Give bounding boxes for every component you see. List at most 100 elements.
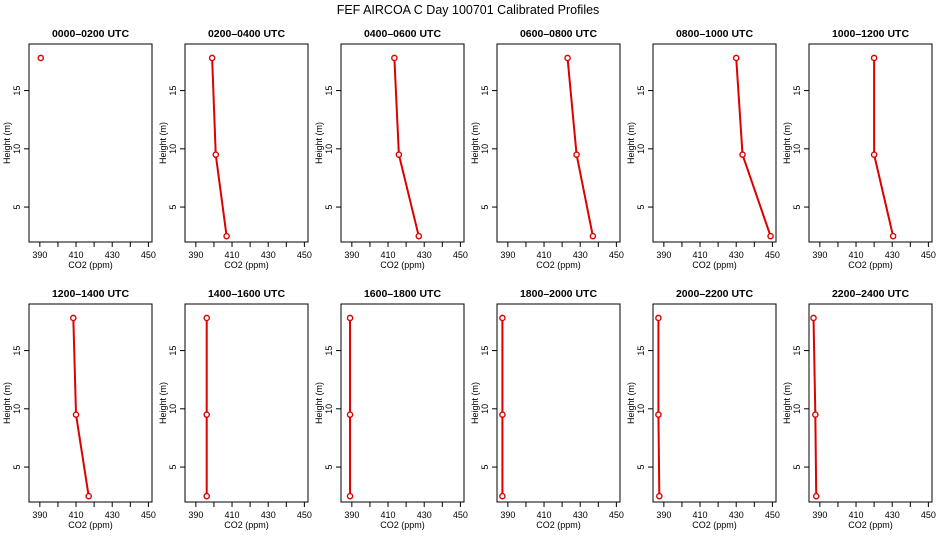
x-tick-label: 430 bbox=[261, 510, 276, 520]
panel: 1600–1800 UTC 390 410 430 450 CO2 (ppm) 5 10 15 H… bbox=[314, 288, 468, 530]
x-tick-label: 410 bbox=[693, 250, 708, 260]
y-tick-label: 10 bbox=[636, 144, 646, 154]
x-axis-label: CO2 (ppm) bbox=[692, 260, 737, 270]
profile-line bbox=[72, 317, 90, 497]
x-axis-label: CO2 (ppm) bbox=[68, 520, 113, 530]
panel-title: 0600–0800 UTC bbox=[520, 28, 597, 40]
data-point bbox=[656, 492, 663, 500]
panel: 1800–2000 UTC 390 410 430 450 CO2 (ppm) 5 10 15 H… bbox=[470, 288, 624, 530]
panel-grid: 0000–0200 UTC 390 410 430 450 CO2 (ppm) 5 10 15 H… bbox=[2, 28, 936, 530]
data-point bbox=[564, 54, 571, 62]
x-tick-label: 430 bbox=[417, 510, 432, 520]
data-point bbox=[346, 492, 354, 500]
data-point bbox=[812, 411, 819, 418]
y-tick-label: 10 bbox=[792, 144, 802, 154]
x-tick-label: 430 bbox=[885, 510, 900, 520]
y-tick-label: 15 bbox=[324, 86, 334, 96]
data-point bbox=[70, 314, 77, 322]
y-tick-label: 10 bbox=[636, 404, 646, 414]
y-axis-label: Height (m) bbox=[2, 122, 12, 164]
data-point bbox=[203, 492, 211, 500]
y-tick-label: 10 bbox=[168, 144, 178, 154]
x-tick-label: 450 bbox=[297, 250, 312, 260]
y-tick-label: 10 bbox=[12, 404, 22, 414]
x-tick-label: 450 bbox=[141, 510, 156, 520]
x-axis-label: CO2 (ppm) bbox=[224, 260, 269, 270]
y-tick-label: 5 bbox=[480, 205, 490, 210]
y-axis-label: Height (m) bbox=[782, 122, 792, 164]
x-tick-label: 410 bbox=[225, 510, 240, 520]
y-tick-label: 15 bbox=[792, 86, 802, 96]
y-tick-label: 10 bbox=[324, 144, 334, 154]
y-axis-label: Height (m) bbox=[158, 122, 168, 164]
panel-title: 0800–1000 UTC bbox=[676, 28, 753, 40]
y-axis-label: Height (m) bbox=[470, 122, 480, 164]
x-axis-label: CO2 (ppm) bbox=[536, 260, 581, 270]
y-tick-label: 10 bbox=[12, 144, 22, 154]
x-tick-label: 390 bbox=[812, 250, 827, 260]
x-axis-label: CO2 (ppm) bbox=[380, 520, 425, 530]
x-tick-label: 430 bbox=[105, 250, 120, 260]
panel: 0600–0800 UTC 390 410 430 450 CO2 (ppm) 5 10 15 H… bbox=[470, 28, 624, 270]
x-tick-label: 430 bbox=[573, 250, 588, 260]
x-tick-label: 430 bbox=[573, 510, 588, 520]
x-tick-label: 450 bbox=[921, 250, 936, 260]
x-axis-label: CO2 (ppm) bbox=[848, 260, 893, 270]
panel: 2000–2200 UTC 390 410 430 450 CO2 (ppm) 5 10 15 H… bbox=[626, 288, 780, 530]
x-tick-label: 430 bbox=[885, 250, 900, 260]
panel-title: 0000–0200 UTC bbox=[52, 28, 129, 40]
x-tick-label: 450 bbox=[609, 510, 624, 520]
x-tick-label: 390 bbox=[188, 250, 203, 260]
x-tick-label: 410 bbox=[381, 510, 396, 520]
y-tick-label: 10 bbox=[792, 404, 802, 414]
x-tick-label: 450 bbox=[141, 250, 156, 260]
data-point bbox=[870, 151, 878, 158]
x-tick-label: 410 bbox=[693, 510, 708, 520]
x-tick-label: 390 bbox=[344, 510, 359, 520]
plot-frame bbox=[184, 43, 309, 243]
x-tick-label: 390 bbox=[32, 250, 47, 260]
profile-line bbox=[812, 317, 818, 497]
plot-frame bbox=[808, 303, 933, 503]
y-tick-label: 5 bbox=[168, 205, 178, 210]
data-point bbox=[85, 492, 92, 500]
x-axis-label: CO2 (ppm) bbox=[380, 260, 425, 270]
panel-title: 2000–2200 UTC bbox=[676, 288, 753, 300]
y-axis-label: Height (m) bbox=[626, 122, 636, 164]
data-point bbox=[573, 151, 580, 158]
x-tick-label: 450 bbox=[921, 510, 936, 520]
panel-title: 1400–1600 UTC bbox=[208, 288, 285, 300]
plot-frame bbox=[340, 303, 465, 503]
x-axis-label: CO2 (ppm) bbox=[224, 520, 269, 530]
x-tick-label: 450 bbox=[609, 250, 624, 260]
y-tick-label: 15 bbox=[168, 346, 178, 356]
x-tick-label: 430 bbox=[417, 250, 432, 260]
x-tick-label: 410 bbox=[381, 250, 396, 260]
plot-frame bbox=[184, 303, 309, 503]
panel: 2200–2400 UTC 390 410 430 450 CO2 (ppm) 5 10 15 H… bbox=[782, 288, 936, 530]
panel-title: 1000–1200 UTC bbox=[832, 28, 909, 40]
data-point bbox=[499, 492, 506, 500]
y-tick-label: 15 bbox=[324, 346, 334, 356]
y-tick-label: 5 bbox=[324, 205, 334, 210]
x-tick-label: 430 bbox=[729, 250, 744, 260]
x-tick-label: 410 bbox=[537, 510, 552, 520]
x-axis-label: CO2 (ppm) bbox=[68, 260, 113, 270]
data-point bbox=[767, 232, 774, 240]
y-tick-label: 10 bbox=[324, 404, 334, 414]
profile-line bbox=[735, 57, 772, 237]
y-tick-label: 5 bbox=[480, 465, 490, 470]
data-point bbox=[739, 151, 746, 158]
data-point bbox=[37, 54, 45, 62]
plot-frame bbox=[808, 43, 933, 243]
x-tick-label: 450 bbox=[453, 510, 468, 520]
data-point bbox=[732, 54, 740, 62]
y-tick-label: 15 bbox=[792, 346, 802, 356]
panel: 0000–0200 UTC 390 410 430 450 CO2 (ppm) 5 10 15 H… bbox=[2, 28, 156, 270]
plot-frame bbox=[652, 303, 777, 503]
y-tick-label: 5 bbox=[636, 205, 646, 210]
y-tick-label: 15 bbox=[636, 346, 646, 356]
x-tick-label: 410 bbox=[225, 250, 240, 260]
y-axis-label: Height (m) bbox=[470, 382, 480, 424]
data-point bbox=[72, 411, 80, 418]
